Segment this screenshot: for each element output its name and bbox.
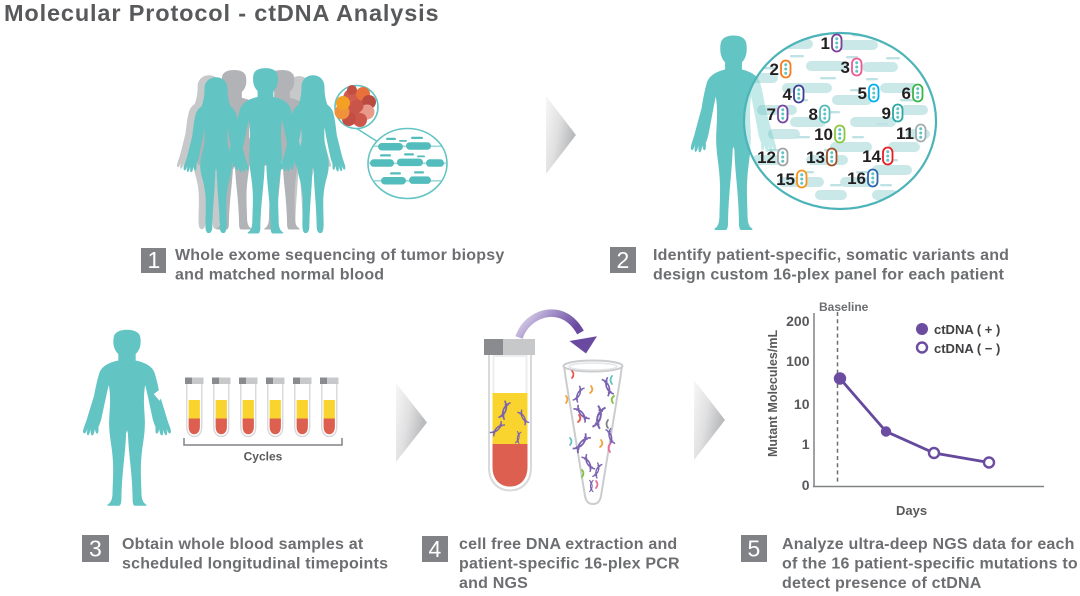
svg-text:4: 4 <box>783 85 793 104</box>
svg-text:13: 13 <box>806 148 825 167</box>
svg-text:10: 10 <box>794 396 810 412</box>
svg-text:Identify patient-specific, som: Identify patient-specific, somatic varia… <box>653 247 1009 264</box>
svg-text:2: 2 <box>617 247 630 273</box>
svg-text:1: 1 <box>802 436 810 452</box>
svg-text:12: 12 <box>757 148 776 167</box>
svg-text:of the 16 patient-specific mut: of the 16 patient-specific mutations to <box>782 556 1078 573</box>
svg-text:design custom 16-plex panel fo: design custom 16-plex panel for each pat… <box>653 267 1005 284</box>
svg-text:Obtain whole blood samples at: Obtain whole blood samples at <box>122 536 364 553</box>
svg-text:3: 3 <box>841 58 850 77</box>
svg-text:Analyze ultra-deep NGS data fo: Analyze ultra-deep NGS data for each <box>782 536 1075 553</box>
svg-text:4: 4 <box>429 536 442 562</box>
svg-text:7: 7 <box>767 105 776 124</box>
svg-text:detect presence of ctDNA: detect presence of ctDNA <box>782 575 982 592</box>
svg-text:14: 14 <box>862 147 881 166</box>
svg-text:and matched normal blood: and matched normal blood <box>175 267 384 284</box>
svg-text:3: 3 <box>89 536 102 562</box>
svg-text:Cycles: Cycles <box>244 450 283 464</box>
svg-text:patient-specific 16-plex PCR: patient-specific 16-plex PCR <box>459 556 680 573</box>
svg-text:Molecular Protocol - ctDNA Ana: Molecular Protocol - ctDNA Analysis <box>4 0 439 26</box>
svg-text:ctDNA ( − ): ctDNA ( − ) <box>934 341 1000 356</box>
svg-text:100: 100 <box>786 353 810 369</box>
svg-text:ctDNA ( + ): ctDNA ( + ) <box>934 322 1000 337</box>
svg-text:6: 6 <box>902 84 911 103</box>
svg-text:15: 15 <box>776 170 795 189</box>
svg-text:Whole exome sequencing of tumo: Whole exome sequencing of tumor biopsy <box>175 247 504 264</box>
svg-text:Baseline: Baseline <box>819 300 869 314</box>
svg-text:Mutant Molecules/mL: Mutant Molecules/mL <box>766 330 780 457</box>
svg-text:5: 5 <box>748 536 761 562</box>
svg-text:11: 11 <box>896 124 914 143</box>
svg-text:1: 1 <box>148 247 161 273</box>
svg-text:and NGS: and NGS <box>459 575 528 592</box>
svg-text:5: 5 <box>858 84 867 103</box>
svg-text:8: 8 <box>809 105 818 124</box>
svg-text:scheduled longitudinal timepoi: scheduled longitudinal timepoints <box>122 556 388 573</box>
svg-text:cell free DNA extraction and: cell free DNA extraction and <box>459 536 677 553</box>
svg-text:Days: Days <box>896 503 927 518</box>
svg-text:16: 16 <box>847 169 866 188</box>
svg-text:1: 1 <box>821 34 830 53</box>
svg-text:10: 10 <box>814 125 833 144</box>
svg-text:2: 2 <box>770 60 779 79</box>
svg-text:0: 0 <box>802 477 810 493</box>
svg-text:200: 200 <box>786 313 810 329</box>
svg-text:9: 9 <box>882 104 891 123</box>
